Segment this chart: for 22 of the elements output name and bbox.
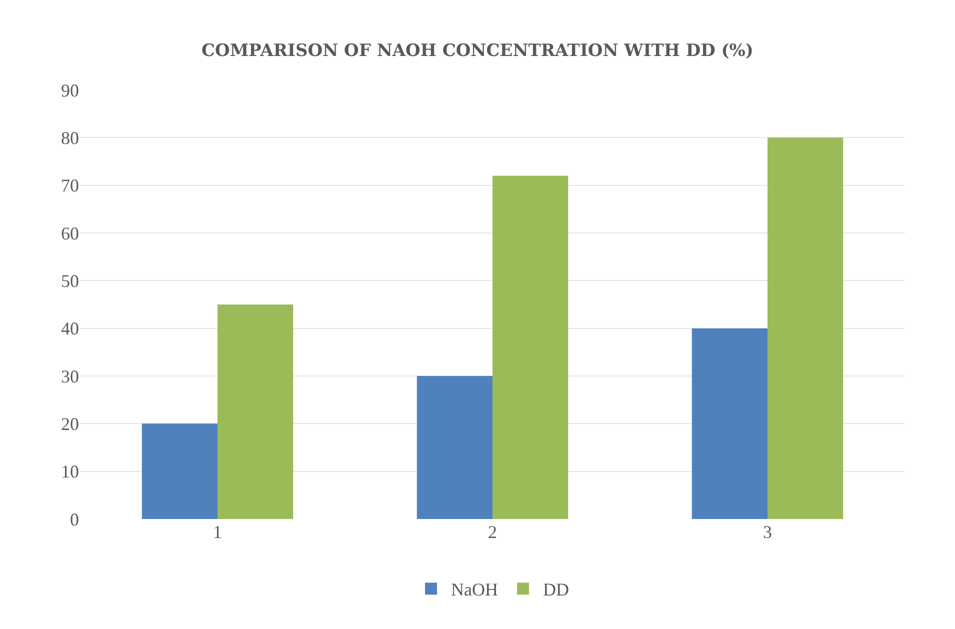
bar	[218, 304, 294, 519]
bar	[692, 328, 768, 519]
y-tick-label: 80	[61, 128, 79, 148]
legend-label: NaOH	[451, 580, 498, 600]
bar	[768, 138, 844, 519]
y-tick-label: 20	[61, 414, 79, 434]
y-tick-label: 40	[61, 318, 79, 339]
legend-label: DD	[543, 580, 569, 600]
y-tick-label: 0	[70, 509, 79, 530]
bar	[492, 176, 568, 519]
y-tick-label: 90	[61, 80, 79, 100]
y-tick-label: 30	[61, 366, 79, 386]
chart-title: COMPARISON OF NAOH CONCENTRATION WITH DD (%)	[202, 40, 754, 61]
y-tick-label: 50	[61, 270, 79, 291]
y-tick-label: 70	[61, 176, 79, 196]
x-tick-label: 1	[213, 522, 222, 542]
y-tick-label: 10	[61, 462, 79, 482]
y-tick-label: 60	[61, 223, 79, 244]
bar	[142, 424, 218, 519]
x-tick-label: 3	[763, 522, 772, 542]
bar	[416, 376, 492, 519]
x-tick-label: 2	[488, 522, 497, 542]
